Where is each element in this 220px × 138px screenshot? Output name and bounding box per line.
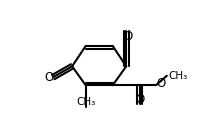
Text: O: O (135, 92, 144, 106)
Text: O: O (157, 77, 166, 90)
Text: CH₃: CH₃ (168, 71, 187, 81)
Text: O: O (123, 30, 132, 43)
Text: O: O (44, 71, 53, 84)
Text: CH₃: CH₃ (76, 97, 95, 107)
